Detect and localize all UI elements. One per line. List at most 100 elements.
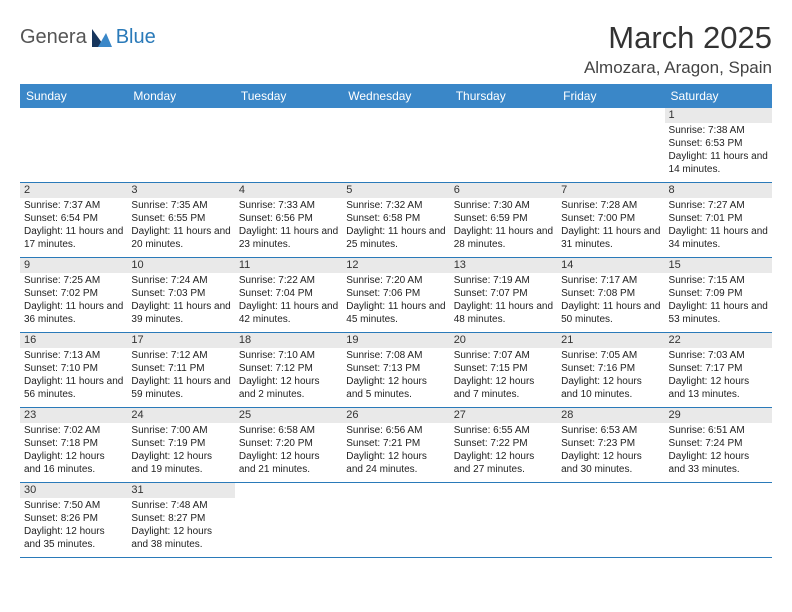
calendar-day-cell: 14Sunrise: 7:17 AMSunset: 7:08 PMDayligh… — [557, 258, 664, 333]
sunset-line: Sunset: 7:11 PM — [131, 363, 230, 376]
sunrise-line: Sunrise: 6:51 AM — [669, 425, 768, 438]
day-number: 24 — [127, 408, 234, 423]
day-info: Sunrise: 7:27 AMSunset: 7:01 PMDaylight:… — [665, 198, 772, 253]
day-number: 11 — [235, 258, 342, 273]
calendar-day-cell: 19Sunrise: 7:08 AMSunset: 7:13 PMDayligh… — [342, 333, 449, 408]
sunset-line: Sunset: 8:27 PM — [131, 513, 230, 526]
sunrise-line: Sunrise: 7:02 AM — [24, 425, 123, 438]
calendar-day-cell: 8Sunrise: 7:27 AMSunset: 7:01 PMDaylight… — [665, 183, 772, 258]
daylight-line: Daylight: 11 hours and 53 minutes. — [669, 301, 768, 327]
daylight-line: Daylight: 11 hours and 23 minutes. — [239, 226, 338, 252]
day-number: 19 — [342, 333, 449, 348]
day-number: 21 — [557, 333, 664, 348]
calendar-day-cell: 9Sunrise: 7:25 AMSunset: 7:02 PMDaylight… — [20, 258, 127, 333]
weekday-header: Monday — [127, 84, 234, 108]
calendar-page: Genera Blue March 2025 Almozara, Aragon,… — [0, 0, 792, 568]
sunset-line: Sunset: 7:19 PM — [131, 438, 230, 451]
sunset-line: Sunset: 7:09 PM — [669, 288, 768, 301]
calendar-day-cell — [557, 483, 664, 558]
daylight-line: Daylight: 11 hours and 20 minutes. — [131, 226, 230, 252]
day-info: Sunrise: 7:28 AMSunset: 7:00 PMDaylight:… — [557, 198, 664, 253]
day-info: Sunrise: 7:37 AMSunset: 6:54 PMDaylight:… — [20, 198, 127, 253]
calendar-table: Sunday Monday Tuesday Wednesday Thursday… — [20, 84, 772, 558]
daylight-line: Daylight: 12 hours and 35 minutes. — [24, 526, 123, 552]
day-info: Sunrise: 7:35 AMSunset: 6:55 PMDaylight:… — [127, 198, 234, 253]
sunrise-line: Sunrise: 7:37 AM — [24, 200, 123, 213]
calendar-day-cell: 1Sunrise: 7:38 AMSunset: 6:53 PMDaylight… — [665, 108, 772, 183]
calendar-week-row: 9Sunrise: 7:25 AMSunset: 7:02 PMDaylight… — [20, 258, 772, 333]
sunset-line: Sunset: 6:56 PM — [239, 213, 338, 226]
day-number: 5 — [342, 183, 449, 198]
calendar-day-cell — [342, 108, 449, 183]
sunrise-line: Sunrise: 7:48 AM — [131, 500, 230, 513]
daylight-line: Daylight: 11 hours and 50 minutes. — [561, 301, 660, 327]
day-number: 4 — [235, 183, 342, 198]
day-info: Sunrise: 7:10 AMSunset: 7:12 PMDaylight:… — [235, 348, 342, 403]
calendar-day-cell — [450, 108, 557, 183]
sunrise-line: Sunrise: 7:35 AM — [131, 200, 230, 213]
calendar-week-row: 30Sunrise: 7:50 AMSunset: 8:26 PMDayligh… — [20, 483, 772, 558]
calendar-day-cell: 30Sunrise: 7:50 AMSunset: 8:26 PMDayligh… — [20, 483, 127, 558]
sunset-line: Sunset: 7:01 PM — [669, 213, 768, 226]
sunset-line: Sunset: 7:03 PM — [131, 288, 230, 301]
day-info: Sunrise: 7:03 AMSunset: 7:17 PMDaylight:… — [665, 348, 772, 403]
sunrise-line: Sunrise: 7:17 AM — [561, 275, 660, 288]
daylight-line: Daylight: 11 hours and 36 minutes. — [24, 301, 123, 327]
day-number: 29 — [665, 408, 772, 423]
day-number: 12 — [342, 258, 449, 273]
calendar-day-cell — [557, 108, 664, 183]
sunset-line: Sunset: 7:10 PM — [24, 363, 123, 376]
day-info: Sunrise: 7:38 AMSunset: 6:53 PMDaylight:… — [665, 123, 772, 178]
day-info: Sunrise: 7:25 AMSunset: 7:02 PMDaylight:… — [20, 273, 127, 328]
weekday-header: Wednesday — [342, 84, 449, 108]
sunrise-line: Sunrise: 7:05 AM — [561, 350, 660, 363]
sunset-line: Sunset: 7:23 PM — [561, 438, 660, 451]
month-title: March 2025 — [584, 20, 772, 56]
day-info: Sunrise: 7:22 AMSunset: 7:04 PMDaylight:… — [235, 273, 342, 328]
daylight-line: Daylight: 12 hours and 5 minutes. — [346, 376, 445, 402]
calendar-day-cell: 7Sunrise: 7:28 AMSunset: 7:00 PMDaylight… — [557, 183, 664, 258]
daylight-line: Daylight: 12 hours and 19 minutes. — [131, 451, 230, 477]
sunrise-line: Sunrise: 7:30 AM — [454, 200, 553, 213]
day-number: 8 — [665, 183, 772, 198]
calendar-day-cell: 13Sunrise: 7:19 AMSunset: 7:07 PMDayligh… — [450, 258, 557, 333]
daylight-line: Daylight: 11 hours and 14 minutes. — [669, 151, 768, 177]
calendar-day-cell — [20, 108, 127, 183]
sunset-line: Sunset: 7:04 PM — [239, 288, 338, 301]
day-info: Sunrise: 7:15 AMSunset: 7:09 PMDaylight:… — [665, 273, 772, 328]
day-number: 16 — [20, 333, 127, 348]
weekday-header: Tuesday — [235, 84, 342, 108]
day-number: 23 — [20, 408, 127, 423]
calendar-day-cell: 4Sunrise: 7:33 AMSunset: 6:56 PMDaylight… — [235, 183, 342, 258]
sunset-line: Sunset: 6:54 PM — [24, 213, 123, 226]
sunset-line: Sunset: 7:16 PM — [561, 363, 660, 376]
daylight-line: Daylight: 11 hours and 45 minutes. — [346, 301, 445, 327]
day-number: 27 — [450, 408, 557, 423]
weekday-header: Thursday — [450, 84, 557, 108]
sunset-line: Sunset: 7:21 PM — [346, 438, 445, 451]
day-number: 2 — [20, 183, 127, 198]
sunset-line: Sunset: 7:08 PM — [561, 288, 660, 301]
sunrise-line: Sunrise: 7:07 AM — [454, 350, 553, 363]
calendar-day-cell: 29Sunrise: 6:51 AMSunset: 7:24 PMDayligh… — [665, 408, 772, 483]
sunrise-line: Sunrise: 7:24 AM — [131, 275, 230, 288]
sunset-line: Sunset: 7:12 PM — [239, 363, 338, 376]
sunset-line: Sunset: 7:22 PM — [454, 438, 553, 451]
day-number: 10 — [127, 258, 234, 273]
calendar-day-cell: 31Sunrise: 7:48 AMSunset: 8:27 PMDayligh… — [127, 483, 234, 558]
daylight-line: Daylight: 12 hours and 10 minutes. — [561, 376, 660, 402]
day-number: 20 — [450, 333, 557, 348]
day-info: Sunrise: 7:12 AMSunset: 7:11 PMDaylight:… — [127, 348, 234, 403]
calendar-day-cell: 25Sunrise: 6:58 AMSunset: 7:20 PMDayligh… — [235, 408, 342, 483]
daylight-line: Daylight: 12 hours and 21 minutes. — [239, 451, 338, 477]
day-info: Sunrise: 7:13 AMSunset: 7:10 PMDaylight:… — [20, 348, 127, 403]
day-number: 3 — [127, 183, 234, 198]
calendar-day-cell: 27Sunrise: 6:55 AMSunset: 7:22 PMDayligh… — [450, 408, 557, 483]
sunset-line: Sunset: 7:07 PM — [454, 288, 553, 301]
day-info: Sunrise: 6:56 AMSunset: 7:21 PMDaylight:… — [342, 423, 449, 478]
sunrise-line: Sunrise: 7:38 AM — [669, 125, 768, 138]
daylight-line: Daylight: 11 hours and 28 minutes. — [454, 226, 553, 252]
logo-mark-icon — [91, 27, 113, 49]
day-number: 6 — [450, 183, 557, 198]
sunrise-line: Sunrise: 7:19 AM — [454, 275, 553, 288]
